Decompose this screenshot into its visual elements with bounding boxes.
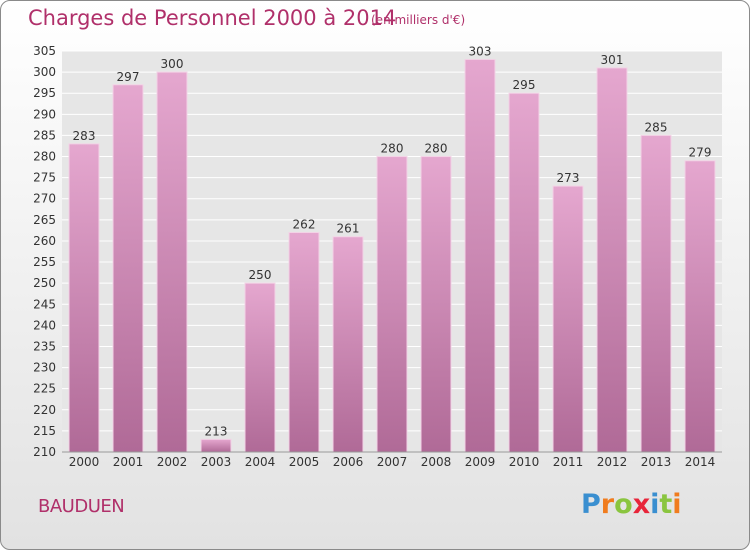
data-label: 250 xyxy=(249,268,272,282)
y-tick-label: 255 xyxy=(33,255,56,269)
bar-2002 xyxy=(156,71,188,453)
logo-letter: t xyxy=(659,489,673,520)
bar-2011 xyxy=(552,185,584,453)
data-label: 280 xyxy=(425,142,448,156)
y-tick-label: 280 xyxy=(33,150,56,164)
data-label: 295 xyxy=(513,78,536,92)
data-label: 279 xyxy=(689,146,712,160)
y-tick-label: 210 xyxy=(33,445,56,459)
x-tick-label: 2013 xyxy=(641,455,672,469)
bar-2005 xyxy=(288,232,320,453)
y-tick-label: 225 xyxy=(33,382,56,396)
x-tick-label: 2005 xyxy=(289,455,320,469)
y-tick-label: 240 xyxy=(33,318,56,332)
logo-letter: P xyxy=(581,489,601,520)
y-tick-label: 285 xyxy=(33,128,56,142)
bar-2008 xyxy=(420,156,452,453)
logo-letter: x xyxy=(632,489,651,520)
data-label: 301 xyxy=(601,53,624,67)
y-tick-label: 250 xyxy=(33,276,56,290)
y-tick-label: 220 xyxy=(33,403,56,417)
x-tick-label: 2011 xyxy=(553,455,584,469)
y-tick-label: 235 xyxy=(33,339,56,353)
logo-letter: i xyxy=(672,489,682,520)
data-label: 285 xyxy=(645,120,668,134)
y-tick-label: 230 xyxy=(33,361,56,375)
x-tick-label: 2001 xyxy=(113,455,144,469)
y-tick-label: 290 xyxy=(33,107,56,121)
data-label: 300 xyxy=(161,57,184,71)
bar-2010 xyxy=(508,92,540,453)
logo-letter: r xyxy=(600,489,615,520)
x-tick-label: 2006 xyxy=(333,455,364,469)
x-tick-label: 2008 xyxy=(421,455,452,469)
x-tick-label: 2003 xyxy=(201,455,232,469)
x-tick-label: 2007 xyxy=(377,455,408,469)
logo-letter: o xyxy=(614,489,633,520)
commune-name: BAUDUEN xyxy=(38,496,125,517)
bar-2007 xyxy=(376,156,408,453)
data-label: 273 xyxy=(557,171,580,185)
x-tick-label: 2014 xyxy=(685,455,716,469)
y-tick-label: 215 xyxy=(33,424,56,438)
x-tick-label: 2010 xyxy=(509,455,540,469)
bar-2004 xyxy=(244,282,276,453)
bar-2013 xyxy=(640,134,672,453)
data-label: 303 xyxy=(469,44,492,58)
chart-subtitle: (en milliers d'€) xyxy=(371,13,466,27)
y-tick-label: 245 xyxy=(33,297,56,311)
bar-2006 xyxy=(332,236,364,453)
data-label: 280 xyxy=(381,142,404,156)
x-tick-label: 2000 xyxy=(69,455,100,469)
chart-title: Charges de Personnel 2000 à 2014 xyxy=(28,6,397,30)
logo-letter: i xyxy=(650,489,660,520)
data-label: 283 xyxy=(73,129,96,143)
bar-2001 xyxy=(112,84,144,453)
data-label: 262 xyxy=(293,218,316,232)
plot-area: 210 215 220 225 230 235 240 245 250 255 260 265 270 2… xyxy=(33,44,722,469)
bar-2014 xyxy=(684,160,716,453)
y-tick-label: 300 xyxy=(33,65,56,79)
bar-2003 xyxy=(200,438,232,453)
y-tick-label: 305 xyxy=(33,44,56,58)
y-tick-label: 260 xyxy=(33,234,56,248)
x-tick-label: 2004 xyxy=(245,455,276,469)
data-label: 261 xyxy=(337,222,360,236)
bar-2000 xyxy=(68,143,100,453)
y-tick-label: 295 xyxy=(33,86,56,100)
data-label: 213 xyxy=(205,424,228,438)
proxiti-logo: Proxiti xyxy=(581,489,682,520)
y-tick-label: 275 xyxy=(33,171,56,185)
bar-2009 xyxy=(464,58,496,453)
x-tick-label: 2002 xyxy=(157,455,188,469)
y-tick-label: 270 xyxy=(33,192,56,206)
y-tick-label: 265 xyxy=(33,213,56,227)
x-tick-label: 2009 xyxy=(465,455,496,469)
bar-2012 xyxy=(596,67,628,453)
data-label: 297 xyxy=(117,70,140,84)
x-tick-label: 2012 xyxy=(597,455,628,469)
